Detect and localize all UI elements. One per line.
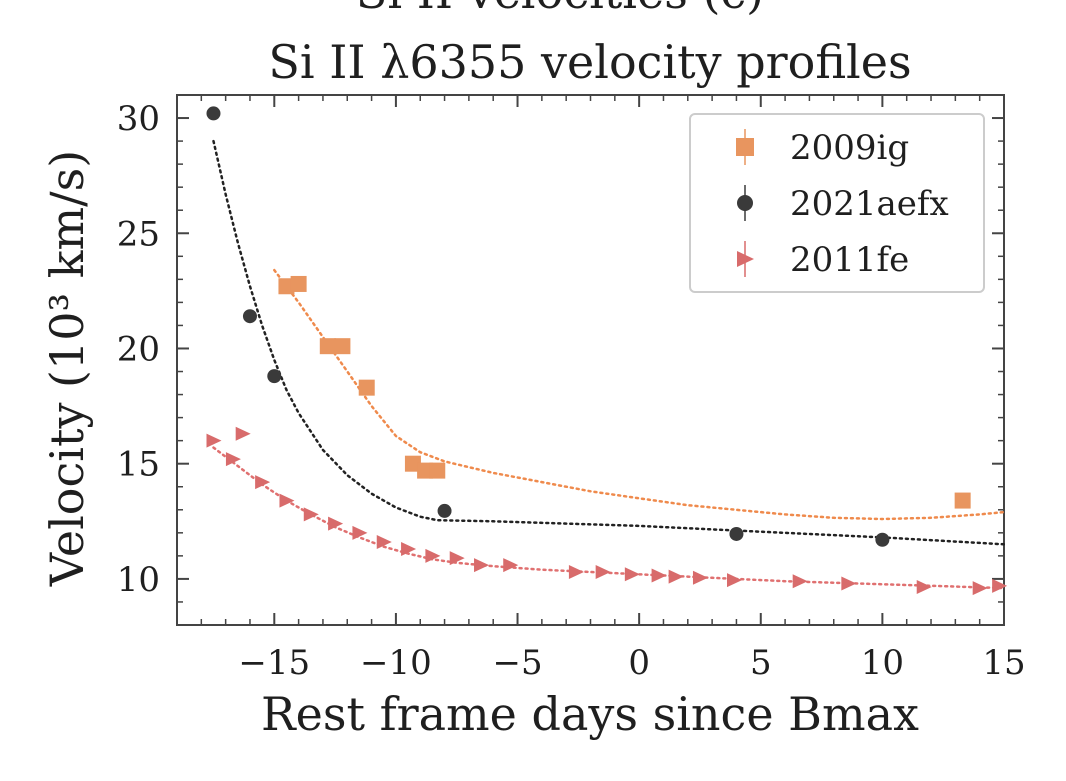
top-cutoff-text: Si II velocities (c) <box>356 0 764 19</box>
x-tick-label: 5 <box>750 643 772 683</box>
fit-curve-2021aefx <box>212 139 1006 546</box>
data-point-2011fe <box>651 568 667 583</box>
data-point-2011fe <box>328 516 344 531</box>
data-point-2009ig <box>358 379 375 396</box>
data-point-2011fe <box>376 535 392 550</box>
x-tick-label: 0 <box>628 643 650 683</box>
minor-ticks <box>176 94 1004 625</box>
x-tick-label: 15 <box>982 643 1025 683</box>
data-point-2011fe <box>692 570 708 585</box>
data-point-2011fe <box>841 576 857 591</box>
data-point-2011fe <box>255 475 271 490</box>
fit-curve-2011fe <box>212 446 1006 590</box>
data-point-2021aefx <box>437 503 452 518</box>
fit-curve-2009ig <box>273 268 1006 521</box>
data-point-2009ig <box>429 462 446 479</box>
data-point-2011fe <box>595 565 611 579</box>
x-tick-label: −10 <box>360 643 432 683</box>
chart-title: Si II λ6355 velocity profiles <box>268 35 911 89</box>
data-point-2011fe <box>206 433 222 448</box>
data-point-2011fe <box>303 507 319 522</box>
data-point-2009ig <box>334 338 351 355</box>
data-point-2021aefx <box>729 526 744 541</box>
data-point-2009ig <box>290 275 307 292</box>
data-point-2011fe <box>972 581 988 596</box>
data-point-2011fe <box>352 525 368 540</box>
data-point-2011fe <box>401 541 417 556</box>
data-point-2011fe <box>503 558 519 573</box>
x-tick-label: −5 <box>492 643 542 683</box>
data-point-2021aefx <box>875 532 890 547</box>
data-point-2009ig <box>954 492 971 509</box>
fit-curves <box>212 139 1006 590</box>
data-point-2011fe <box>235 426 251 441</box>
data-point-2011fe <box>225 452 241 467</box>
y-tick-label: 30 <box>117 99 160 139</box>
y-tick-labels: 10 15 20 25 30 <box>117 99 160 600</box>
data-point-2021aefx <box>242 309 257 324</box>
legend-label-2011fe: 2011fe <box>790 240 909 280</box>
data-point-2011fe <box>624 567 640 582</box>
data-points <box>206 106 1008 596</box>
legend: 2009ig 2021aefx 2011fe <box>689 113 985 293</box>
data-point-2009ig <box>404 455 421 472</box>
x-tick-label: −15 <box>238 643 310 683</box>
y-tick-label: 25 <box>117 214 160 254</box>
y-tick-label: 15 <box>117 445 160 485</box>
y-tick-label: 10 <box>117 560 160 600</box>
x-axis-label: Rest frame days since Bmax <box>261 687 919 741</box>
data-point-2011fe <box>279 493 295 508</box>
legend-marker-2009ig <box>736 138 754 156</box>
data-point-2011fe <box>668 569 684 584</box>
data-point-2011fe <box>792 574 808 589</box>
data-point-2009ig <box>417 462 434 479</box>
data-point-2011fe <box>425 548 441 563</box>
legend-label-2021aefx: 2021aefx <box>790 184 949 224</box>
data-point-2011fe <box>727 573 743 588</box>
data-point-2011fe <box>449 551 465 566</box>
data-point-2021aefx <box>267 369 282 384</box>
y-tick-label: 20 <box>117 329 160 369</box>
data-point-2011fe <box>916 579 932 594</box>
legend-box <box>689 113 985 293</box>
legend-marker-2021aefx <box>737 195 753 211</box>
x-tick-label: 10 <box>861 643 904 683</box>
y-axis-label: Velocity (10³ km/s) <box>40 150 94 587</box>
data-point-2021aefx <box>206 106 221 121</box>
legend-marker-2011fe <box>737 251 754 267</box>
data-point-2011fe <box>992 578 1008 593</box>
major-ticks <box>177 95 1005 625</box>
legend-label-2009ig: 2009ig <box>790 128 909 168</box>
x-tick-labels: −15 −10 −5 0 5 10 15 <box>238 643 1025 683</box>
data-point-2011fe <box>568 565 584 579</box>
data-point-2009ig <box>278 278 295 295</box>
data-point-2011fe <box>474 558 490 573</box>
data-point-2009ig <box>319 338 336 355</box>
